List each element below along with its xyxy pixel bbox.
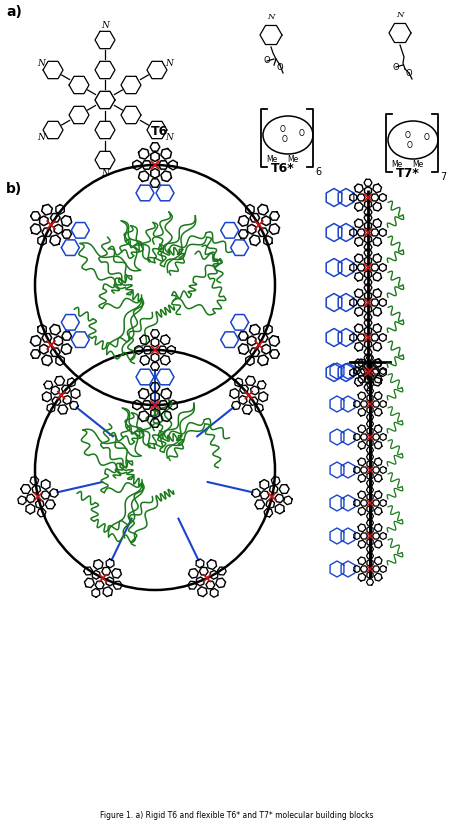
Text: Me: Me [266,155,278,164]
Text: N: N [165,58,173,67]
Text: O: O [299,129,305,138]
Text: O: O [406,69,412,77]
Text: 7: 7 [440,172,446,182]
Text: T6*: T6* [271,162,295,175]
Text: b): b) [6,182,22,196]
Text: Me: Me [392,160,402,169]
Text: O: O [424,134,430,143]
Text: O: O [280,125,286,134]
Text: Me: Me [412,160,424,169]
Text: N: N [165,133,173,141]
Text: N: N [101,22,109,31]
Text: N: N [101,169,109,178]
Text: O: O [405,130,411,139]
Text: O: O [282,135,288,144]
Text: N: N [396,11,404,19]
Text: O: O [264,56,270,66]
Text: a): a) [6,5,22,19]
Text: N: N [37,58,45,67]
Text: T6: T6 [151,125,169,138]
Text: Me: Me [287,155,299,164]
Text: N: N [37,133,45,141]
Text: Figure 1. a) Rigid T6 and flexible T6* and T7* molecular building blocks: Figure 1. a) Rigid T6 and flexible T6* a… [100,811,374,820]
Text: O: O [407,140,413,149]
Text: 6: 6 [315,167,321,177]
Text: T7*: T7* [396,167,420,180]
Text: O: O [392,62,399,71]
Text: O: O [277,64,283,72]
Text: N: N [267,13,275,21]
